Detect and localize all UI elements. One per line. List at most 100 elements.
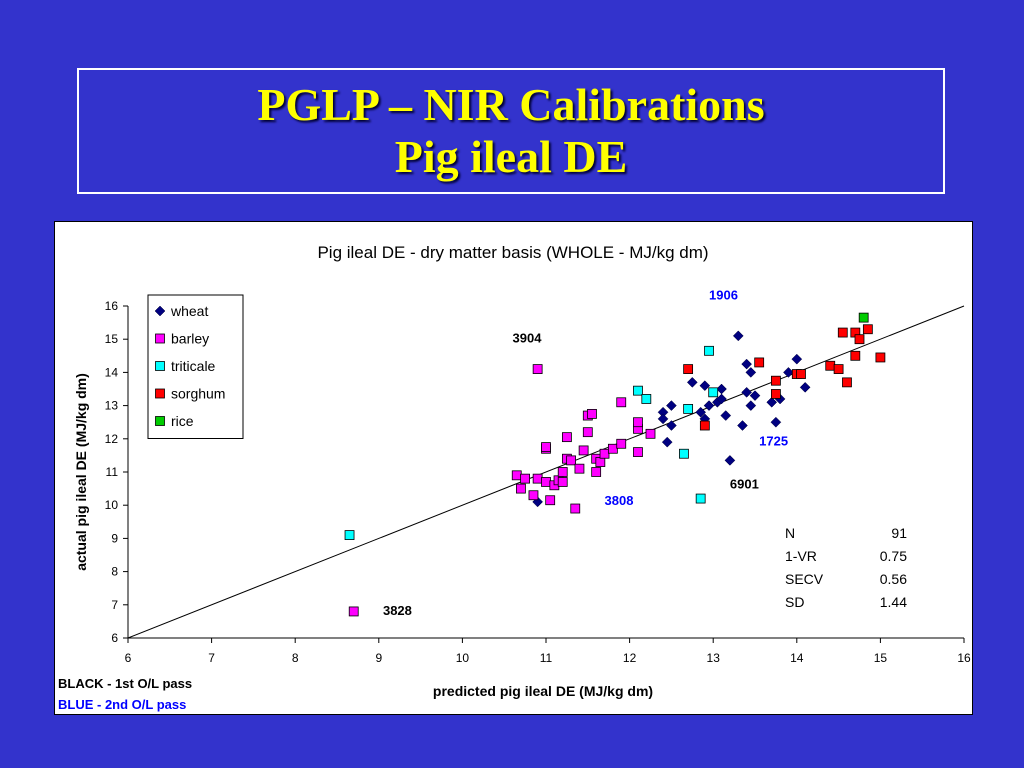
data-point-barley	[574, 463, 585, 474]
legend-label: barley	[171, 331, 209, 347]
data-point-barley	[557, 467, 568, 477]
legend-marker-wheat	[154, 305, 166, 317]
y-tick-label: 7	[111, 598, 118, 612]
data-point-sorghum	[825, 360, 836, 371]
stats-value: 0.56	[880, 571, 907, 587]
data-point-sorghum	[771, 389, 781, 399]
y-tick-label: 14	[105, 365, 119, 379]
point-annotation: 1906	[709, 287, 738, 302]
data-point-barley	[591, 467, 602, 477]
data-point-barley	[633, 447, 643, 457]
stats-value: 1.44	[880, 594, 907, 610]
data-point-barley	[570, 503, 581, 514]
data-point-barley	[616, 397, 627, 408]
data-point-barley	[616, 438, 627, 449]
point-annotation: 3828	[383, 603, 412, 618]
data-point-wheat	[716, 383, 727, 395]
data-point-sorghum	[850, 350, 861, 361]
data-point-wheat	[741, 386, 752, 398]
data-point-barley	[511, 470, 522, 481]
data-point-triticale	[344, 530, 355, 540]
data-point-barley	[532, 364, 543, 374]
x-tick-label: 7	[208, 651, 215, 665]
data-point-barley	[541, 442, 551, 453]
legend-box	[147, 294, 244, 439]
data-point-barley	[348, 606, 359, 617]
data-point-wheat	[666, 400, 677, 411]
data-point-barley	[582, 427, 593, 438]
y-tick-label: 8	[111, 565, 118, 579]
data-point-barley	[645, 428, 656, 439]
stats-value: 91	[891, 525, 907, 541]
data-point-sorghum	[699, 420, 710, 431]
data-point-triticale	[679, 448, 689, 459]
slide-title-line-2: Pig ileal DE	[394, 131, 628, 182]
slide-title-box: PGLP – NIR Calibrations Pig ileal DE	[77, 68, 945, 194]
data-point-barley	[578, 445, 589, 456]
legend-marker-rice	[155, 416, 165, 426]
y-tick-label: 12	[105, 432, 119, 446]
data-point-barley	[566, 455, 576, 466]
legend-label: sorghum	[171, 386, 225, 402]
y-tick-label: 9	[111, 531, 118, 545]
data-point-wheat	[791, 353, 803, 365]
notes: BLACK - 1st O/L pass BLUE - 2nd O/L pass	[58, 676, 192, 712]
chart-panel: Pig ileal DE - dry matter basis (WHOLE -…	[54, 221, 973, 715]
x-tick-label: 14	[790, 651, 804, 665]
stats-box: N 91 1-VR 0.75 SECV 0.56 SD 1.44	[785, 525, 907, 610]
x-tick-label: 13	[707, 651, 721, 665]
data-point-barley	[587, 408, 597, 419]
data-point-triticale	[708, 387, 719, 398]
data-point-wheat	[741, 358, 752, 370]
stats-value: 0.75	[880, 548, 907, 564]
data-point-barley	[561, 432, 572, 443]
data-point-barley	[595, 457, 606, 467]
data-point-barley	[607, 443, 618, 454]
data-point-sorghum	[754, 357, 765, 368]
stats-label: 1-VR	[785, 548, 817, 564]
data-point-wheat	[699, 380, 711, 392]
x-tick-label: 10	[456, 651, 470, 665]
y-tick-label: 15	[105, 332, 119, 346]
data-point-wheat	[799, 381, 811, 393]
data-point-barley	[516, 483, 526, 494]
x-tick-label: 12	[623, 651, 637, 665]
plot-area: 6 7 8 9 10 11 12 13 14 15 16 6 7 8 9 10 11 12 13 14 15 16 1906…	[105, 287, 971, 665]
chart-title: Pig ileal DE - dry matter basis (WHOLE -…	[317, 243, 708, 262]
data-point-barley	[532, 473, 543, 484]
data-point-wheat	[766, 396, 778, 408]
data-point-barley	[599, 448, 610, 459]
data-point-wheat	[724, 455, 736, 466]
y-tick-label: 6	[111, 631, 118, 645]
x-tick-label: 9	[375, 651, 382, 665]
data-point-wheat	[770, 416, 782, 428]
data-point-sorghum	[854, 334, 865, 345]
legend-marker-triticale	[155, 361, 165, 371]
data-point-sorghum	[862, 324, 873, 335]
data-point-wheat	[703, 400, 715, 411]
x-tick-label: 11	[540, 651, 553, 665]
data-point-sorghum	[771, 375, 781, 386]
x-tick-label: 8	[292, 651, 299, 665]
data-point-triticale	[695, 493, 706, 504]
data-point-barley	[557, 477, 568, 487]
data-point-wheat	[749, 390, 761, 401]
data-point-wheat	[657, 413, 669, 425]
legend-marker-barley	[155, 333, 165, 344]
legend-marker-sorghum	[155, 388, 165, 399]
legend-label: triticale	[171, 358, 216, 374]
data-point-barley	[545, 495, 556, 506]
data-point-wheat	[686, 377, 698, 388]
x-tick-label: 16	[957, 651, 971, 665]
data-point-triticale	[641, 394, 652, 404]
y-tick-label: 13	[105, 399, 119, 413]
data-point-rice	[858, 312, 869, 323]
stats-label: SD	[785, 594, 804, 610]
x-tick-label: 6	[125, 651, 132, 665]
data-point-wheat	[666, 420, 677, 431]
point-annotation: 3904	[513, 331, 543, 346]
y-axis-label: actual pig ileal DE (MJ/kg dm)	[73, 373, 89, 571]
x-tick-label: 15	[874, 651, 888, 665]
data-point-wheat	[737, 420, 748, 431]
data-point-sorghum	[875, 352, 886, 363]
